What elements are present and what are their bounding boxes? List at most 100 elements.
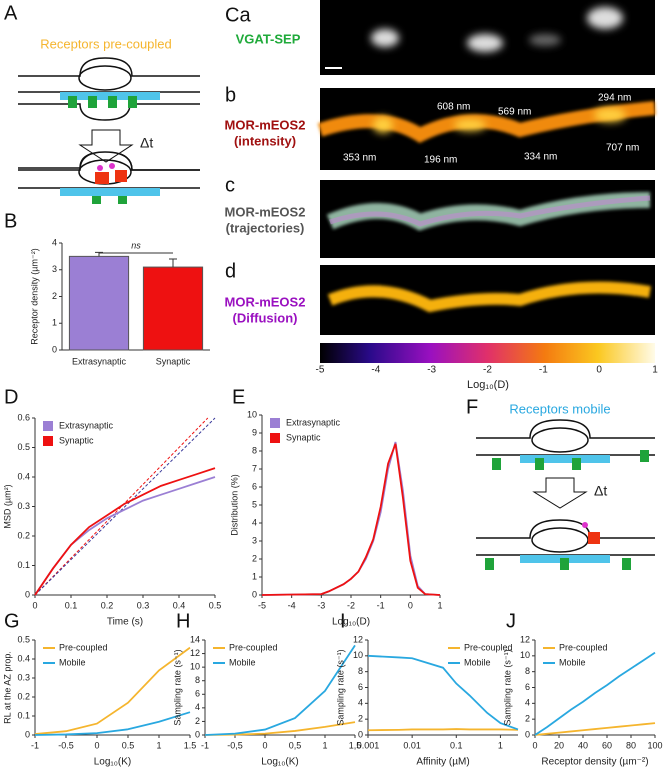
x-axis-label: Affinity (µM) — [416, 757, 469, 768]
fit-line — [34, 417, 216, 596]
series-line — [367, 654, 519, 731]
y-tick-label: 0.4 — [17, 653, 30, 663]
y-tick-label: 12 — [190, 648, 200, 658]
legend-marker — [43, 436, 53, 446]
legend-label: Pre-coupled — [59, 642, 108, 652]
x-tick-label: -1 — [31, 740, 39, 750]
receptors — [485, 450, 649, 570]
x-tick-label: -0.5 — [58, 740, 74, 750]
image-label: (trajectories) — [226, 220, 305, 235]
y-tick-label: 8 — [195, 675, 200, 685]
x-axis-label: Receptor density (µm⁻²) — [541, 757, 648, 768]
y-tick-label: 4 — [252, 517, 257, 527]
y-tick-label: 9 — [252, 427, 257, 437]
colorbar-tick-label: -5 — [316, 365, 325, 376]
y-tick-label: 5 — [252, 499, 257, 509]
legend-label: Pre-coupled — [464, 642, 513, 652]
distance-label: 707 nm — [606, 143, 639, 154]
legend-label: Mobile — [59, 657, 86, 667]
y-axis-label: RL at the AZ prop. — [2, 651, 12, 724]
distance-label: 196 nm — [424, 155, 457, 166]
x-tick-label: 0 — [94, 740, 99, 750]
distance-label: 334 nm — [524, 152, 557, 163]
distance-label: 569 nm — [498, 107, 531, 118]
receptors — [68, 96, 137, 204]
y-tick-label: 14 — [190, 634, 200, 644]
image-label: MOR-mEOS2 — [225, 117, 306, 132]
fit-line — [34, 417, 209, 596]
x-tick-label: -3 — [317, 600, 325, 610]
series-line — [34, 711, 191, 736]
distance-label: 294 nm — [598, 93, 631, 104]
y-tick-label: 1 — [52, 318, 57, 328]
y-tick-label: 6 — [252, 481, 257, 491]
delta-t: Δt — [140, 135, 153, 151]
x-tick-label: Extrasynaptic — [72, 356, 127, 366]
y-tick-label: 10 — [247, 409, 257, 419]
y-tick-label: 0.5 — [17, 634, 30, 644]
x-axis-label: Time (s) — [107, 617, 143, 628]
colorbar-tick-label: -1 — [539, 365, 548, 376]
y-tick-label: 0.1 — [17, 560, 30, 570]
y-tick-label: 0.2 — [17, 691, 30, 701]
x-tick-label: 0.4 — [173, 600, 186, 610]
distance-label: 608 nm — [437, 102, 470, 113]
x-tick-label: 0 — [408, 600, 413, 610]
x-tick-label: 1 — [498, 740, 503, 750]
y-axis-label: Sampling rate (s⁻¹) — [502, 649, 512, 725]
image-label: MOR-mEOS2 — [225, 204, 306, 219]
y-tick-label: 8 — [358, 666, 363, 676]
y-tick-label: 2 — [252, 553, 257, 563]
legend-label: Mobile — [464, 657, 491, 667]
x-tick-label: 1 — [322, 740, 327, 750]
x-tick-label: 1 — [156, 740, 161, 750]
panel-letter: B — [4, 210, 17, 232]
delta-t: Δt — [594, 483, 607, 499]
panel-letter: E — [232, 386, 245, 408]
x-tick-label: 0.3 — [137, 600, 150, 610]
colorbar-tick-label: 0 — [596, 365, 602, 376]
y-tick-label: 0 — [525, 729, 530, 739]
x-tick-label: -0,5 — [227, 740, 243, 750]
image-label: (Diffusion) — [233, 310, 298, 325]
x-tick-label: Synaptic — [156, 356, 191, 366]
series-line — [534, 651, 656, 736]
y-tick-label: 4 — [358, 698, 363, 708]
panel-letter: I — [340, 610, 346, 632]
y-tick-label: 3 — [52, 264, 57, 274]
x-tick-label: -2 — [347, 600, 355, 610]
x-tick-label: 60 — [602, 740, 612, 750]
y-axis-label: Sampling rate (s⁻¹) — [335, 649, 345, 725]
y-tick-label: 6 — [358, 682, 363, 692]
y-tick-label: 2 — [525, 714, 530, 724]
x-tick-label: 40 — [578, 740, 588, 750]
x-tick-label: -4 — [288, 600, 296, 610]
colorbar-tick-label: 1 — [652, 365, 658, 376]
y-tick-label: 4 — [195, 702, 200, 712]
legend-marker — [270, 418, 280, 428]
x-axis-label: Log₁₀(K) — [261, 757, 299, 768]
y-tick-label: 0.2 — [17, 530, 30, 540]
x-tick-label: 80 — [626, 740, 636, 750]
x-axis-label: Log₁₀(K) — [94, 757, 132, 768]
panel-letter: J — [506, 610, 516, 632]
x-tick-label: 1 — [437, 600, 442, 610]
y-axis-label: Sampling rate (s⁻¹) — [172, 649, 182, 725]
image-blobs — [371, 7, 623, 52]
x-tick-label: 0.001 — [357, 740, 380, 750]
y-axis-label: MSD (µm²) — [2, 484, 12, 528]
y-tick-label: 0.6 — [17, 412, 30, 422]
colorbar-tick-label: -3 — [427, 365, 436, 376]
y-tick-label: 0 — [25, 729, 30, 739]
legend-label: Extrasynaptic — [286, 417, 341, 427]
annotation: ns — [131, 240, 141, 250]
y-tick-label: 4 — [525, 698, 530, 708]
colorbar — [320, 343, 655, 363]
x-tick-label: 0.1 — [65, 600, 78, 610]
x-tick-label: -5 — [258, 600, 266, 610]
series-line — [34, 476, 216, 596]
x-tick-label: -1 — [377, 600, 385, 610]
arrow — [78, 129, 134, 163]
y-tick-label: 12 — [353, 634, 363, 644]
x-tick-label: 0 — [32, 600, 37, 610]
